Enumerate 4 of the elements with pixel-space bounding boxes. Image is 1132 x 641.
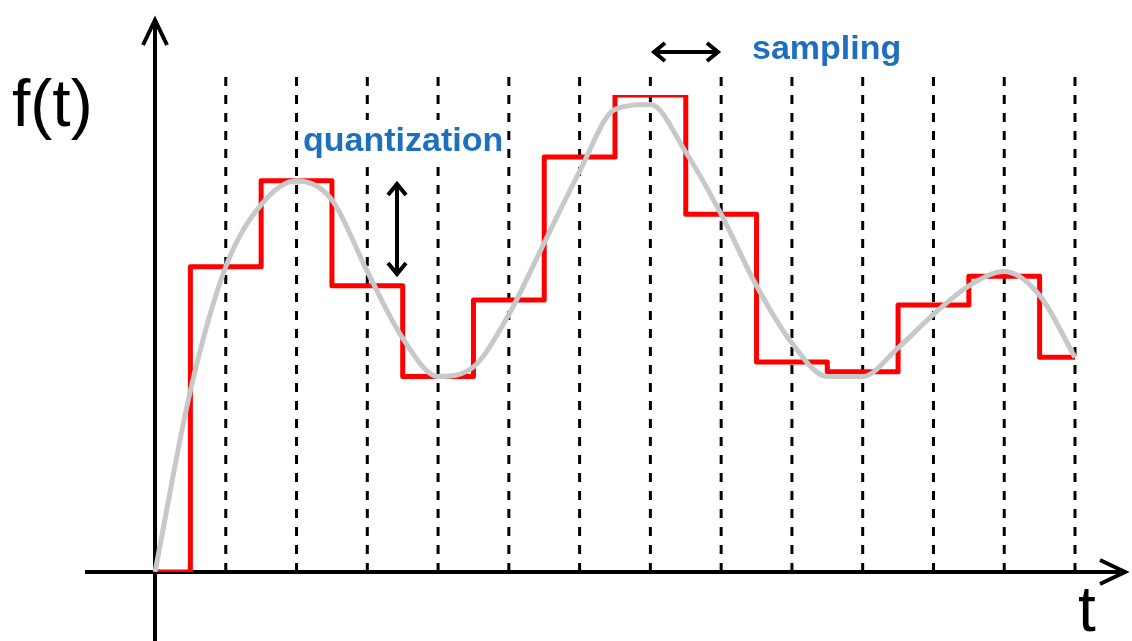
y-axis-title: f(t) bbox=[12, 65, 93, 141]
annotation: quantization bbox=[303, 120, 504, 159]
text: sampling bbox=[752, 28, 902, 67]
x-axis-title: t bbox=[1078, 572, 1096, 641]
